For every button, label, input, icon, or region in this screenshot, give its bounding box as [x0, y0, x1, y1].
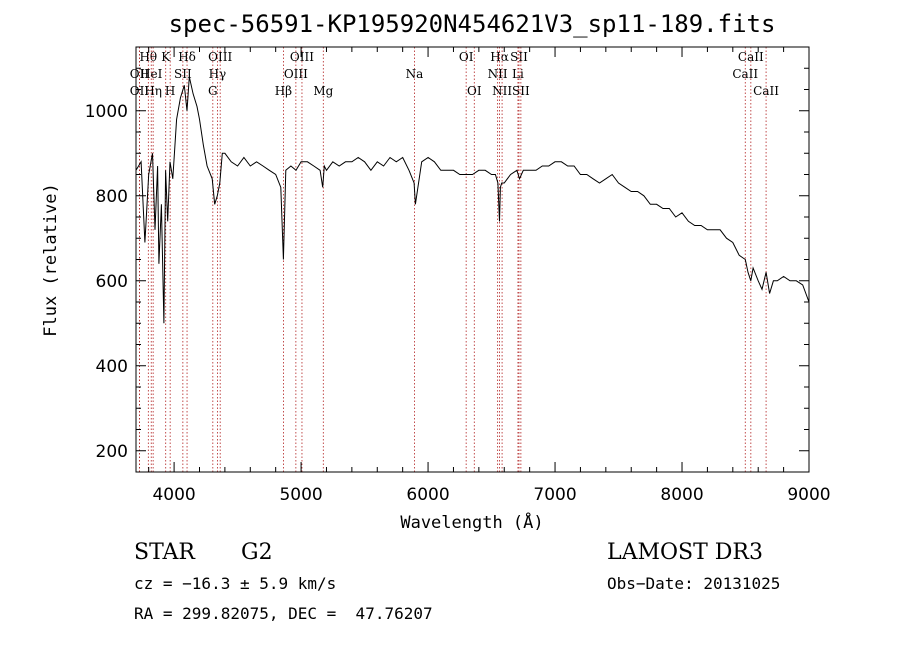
line-label-6: SII [174, 67, 192, 81]
line-label-0: Hθ [139, 50, 157, 64]
line-label-13: OIII [284, 67, 308, 81]
line-label-25: CaII [738, 50, 764, 64]
x-tick-label-0: 4000 [152, 485, 195, 505]
line-label-12: OIII [290, 50, 314, 64]
line-label-8: Hδ [178, 50, 196, 64]
line-label-14: Hβ [275, 84, 292, 98]
y-tick-label-0: 200 [96, 442, 128, 462]
survey-name: LAMOST DR3 [607, 540, 763, 565]
y-tick-label-1: 400 [96, 357, 128, 377]
line-label-9: OIII [208, 50, 232, 64]
x-tick-label-1: 5000 [279, 485, 322, 505]
redshift-cz: cz = −16.3 ± 5.9 km/s [134, 574, 337, 593]
line-label-2: OII [130, 84, 150, 98]
object-class: STAR [134, 540, 195, 565]
x-tick-label-2: 6000 [406, 485, 449, 505]
line-label-19: Hα [490, 50, 509, 64]
line-label-27: CaII [753, 84, 779, 98]
line-label-10: Hγ [209, 67, 227, 81]
x-tick-label-4: 8000 [660, 485, 703, 505]
line-label-20: NII [488, 67, 508, 81]
line-label-7: H [165, 84, 175, 98]
plot-frame [135, 46, 810, 473]
chart-title: spec-56591-KP195920N454621V3_sp11-189.fi… [169, 10, 776, 38]
line-label-26: CaII [732, 67, 758, 81]
line-label-17: OI [459, 50, 474, 64]
line-label-15: Mg [313, 84, 333, 98]
line-label-23: Li [512, 67, 524, 81]
line-label-21: NII [492, 84, 512, 98]
x-axis: 4000 5000 6000 7000 8000 9000 [148, 47, 831, 505]
line-label-18: OI [467, 84, 482, 98]
x-tick-label-5: 9000 [787, 485, 830, 505]
line-label-4: Hη [144, 84, 162, 98]
x-tick-label-3: 7000 [533, 485, 576, 505]
line-label-24: SII [512, 84, 530, 98]
y-axis-label: Flux (relative) [41, 183, 61, 337]
line-label-22: SII [510, 50, 528, 64]
line-label-1: OII [130, 67, 150, 81]
y-tick-label-4: 1000 [85, 102, 128, 122]
flux-series-line [135, 76, 810, 324]
line-label-3: HeI [140, 67, 163, 81]
ra-dec-coordinates: RA = 299.82075, DEC = 47.76207 [134, 604, 433, 623]
observation-date: Obs−Date: 20131025 [607, 574, 781, 593]
object-subclass: G2 [241, 540, 273, 565]
line-label-16: Na [406, 67, 424, 81]
y-tick-label-2: 600 [96, 272, 128, 292]
y-tick-label-3: 800 [96, 187, 128, 207]
line-label-11: G [208, 84, 218, 98]
x-axis-label: Wavelength (Å) [400, 511, 543, 533]
y-axis: 200 400 600 800 1000 [85, 67, 809, 462]
line-label-5: K [161, 50, 171, 64]
